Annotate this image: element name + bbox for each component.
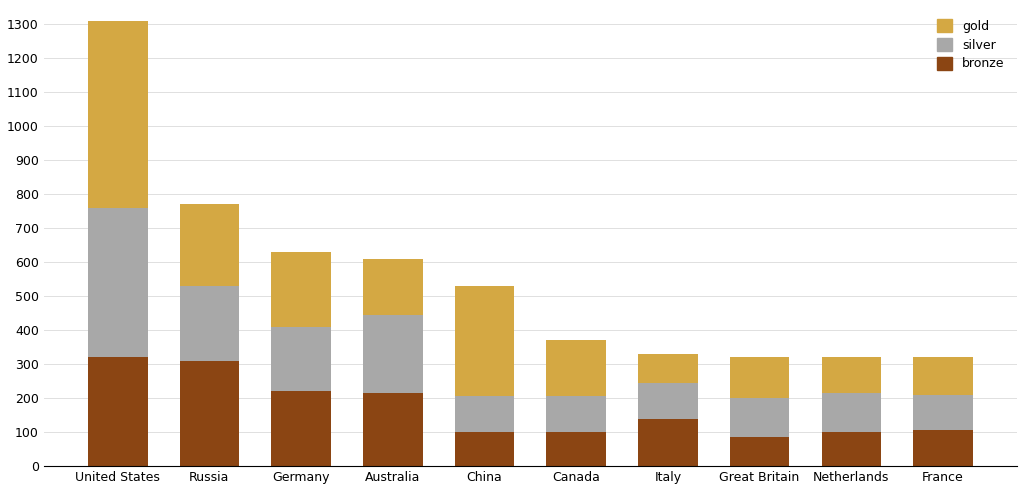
Bar xyxy=(364,259,423,315)
Bar xyxy=(179,286,240,361)
Bar xyxy=(638,418,697,466)
Bar xyxy=(455,432,514,466)
Bar xyxy=(88,21,147,208)
Bar xyxy=(730,357,790,398)
Bar xyxy=(179,361,240,466)
Bar xyxy=(913,357,973,395)
Bar xyxy=(638,354,697,383)
Bar xyxy=(547,340,606,396)
Bar xyxy=(271,327,331,391)
Bar xyxy=(730,437,790,466)
Legend: gold, silver, bronze: gold, silver, bronze xyxy=(931,13,1011,77)
Bar xyxy=(271,391,331,466)
Bar xyxy=(547,432,606,466)
Bar xyxy=(821,393,881,432)
Bar xyxy=(821,357,881,393)
Bar xyxy=(271,252,331,327)
Bar xyxy=(88,357,147,466)
Bar xyxy=(730,398,790,437)
Bar xyxy=(88,208,147,357)
Bar xyxy=(821,432,881,466)
Bar xyxy=(547,396,606,432)
Bar xyxy=(913,431,973,466)
Bar xyxy=(455,396,514,432)
Bar xyxy=(638,383,697,418)
Bar xyxy=(179,204,240,286)
Bar xyxy=(455,286,514,396)
Bar xyxy=(364,393,423,466)
Bar xyxy=(364,315,423,393)
Bar xyxy=(913,395,973,431)
